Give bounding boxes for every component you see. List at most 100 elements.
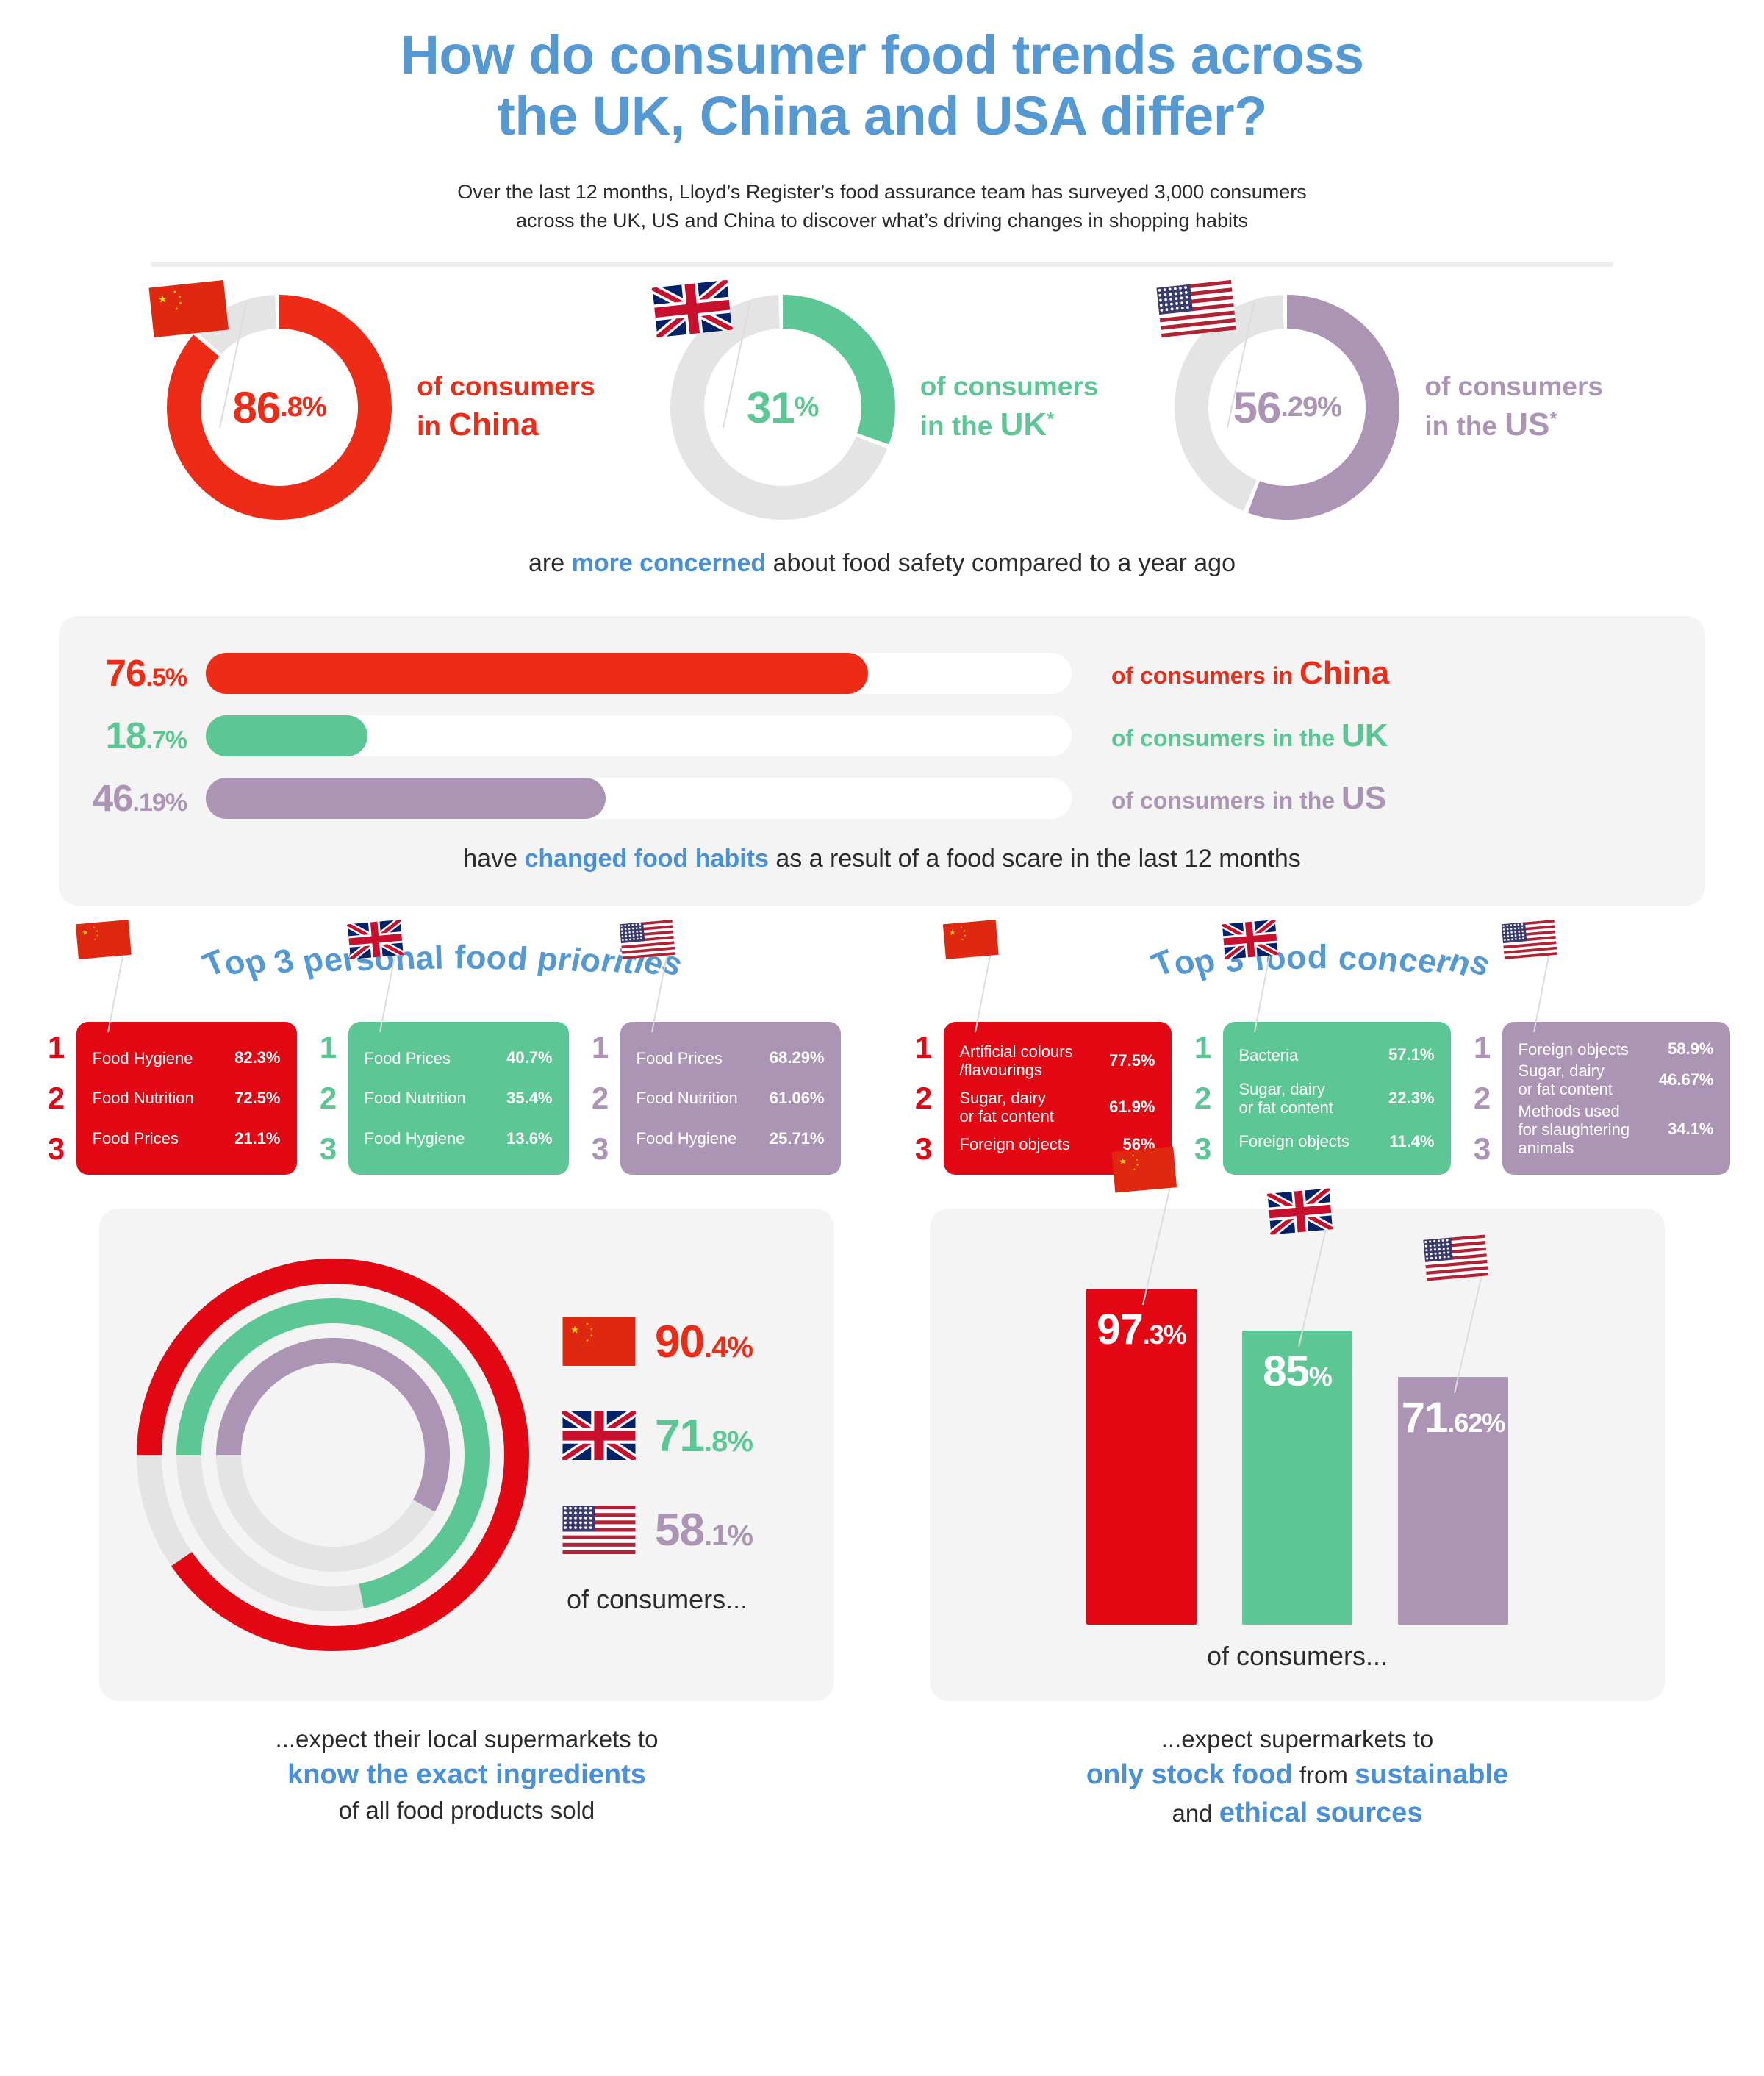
concern-caption-post: about food safety compared to a year ago <box>766 549 1236 578</box>
habits-panel-caption: have changed food habits as a result of … <box>59 845 1705 873</box>
donut-label: of consumers in the US* <box>1424 369 1603 445</box>
country-card: Food Prices 40.7% Food Nutrition 35.4% F… <box>348 1022 569 1175</box>
arch-title-char: a <box>414 938 436 978</box>
sourcing-section: 97.3% 85% 71.62% of consumers... <box>930 1146 1665 1832</box>
country-card-uk: 1 2 3 Bacteria 57.1% Sugar, dairy or fat co… <box>1192 917 1451 1175</box>
donut-label-line-1: of consumers <box>417 371 595 402</box>
sourcing-panel: 97.3% 85% 71.62% of consumers... <box>930 1146 1665 1702</box>
habits-caption-bold: changed food habits <box>524 845 769 873</box>
sourcing-bar-us: 71.62% <box>1398 1234 1508 1625</box>
card-row: Food Nutrition 72.5% <box>93 1089 281 1108</box>
ring-value-dec: .8% <box>703 1425 753 1458</box>
card-row-value: 34.1% <box>1668 1120 1714 1139</box>
rank-number: 3 <box>914 1131 933 1167</box>
card-row-label: Food Prices <box>636 1048 723 1067</box>
card-row-label: Bacteria <box>1238 1045 1299 1064</box>
ingredients-caption-bold: know the exact ingredients <box>287 1758 646 1790</box>
card-row-value: 35.4% <box>506 1089 553 1108</box>
card-row-label: Food Hygiene <box>92 1048 193 1067</box>
rank-number: 1 <box>319 1029 337 1064</box>
card-row-value: 77.5% <box>1109 1051 1155 1070</box>
ingredients-panel: 90.4% 71.8% 58.1% of consumers... <box>99 1209 834 1702</box>
card-row: Food Nutrition 61.06% <box>637 1089 825 1108</box>
card-row-value: 57.1% <box>1388 1045 1435 1064</box>
card-row-value: 11.4% <box>1389 1131 1435 1150</box>
sourcing-caption-bold-2: sustainable <box>1355 1758 1509 1790</box>
card-row-value: 61.9% <box>1109 1098 1155 1117</box>
habit-bar-caption: of consumers in China <box>1111 654 1390 691</box>
ring-value-int: 90 <box>655 1316 705 1367</box>
card-row-label: Methods used for slaughtering animals <box>1518 1101 1630 1157</box>
uk-flag-icon <box>649 276 734 342</box>
card-row-label: Foreign objects <box>1238 1132 1349 1151</box>
sourcing-value-dec: % <box>1308 1361 1333 1392</box>
card-row: Foreign objects 58.9% <box>1519 1039 1714 1059</box>
rank-number: 3 <box>1473 1131 1491 1167</box>
card-row: Foreign objects 56% <box>960 1135 1155 1154</box>
rank-number: 3 <box>1194 1131 1212 1167</box>
country-card: Bacteria 57.1% Sugar, dairy or fat conten… <box>1222 1022 1451 1175</box>
card-row: Foreign objects 11.4% <box>1239 1132 1435 1151</box>
card-row-value: 68.29% <box>769 1048 825 1067</box>
card-row: Artificial colours/flavourings 77.5% <box>960 1042 1155 1079</box>
donut-label-line-2: in the US* <box>1424 406 1557 443</box>
card-row-label: Food Hygiene <box>636 1129 737 1148</box>
ring-legend-value: 58.1% <box>655 1504 753 1556</box>
country-card: Foreign objects 58.9% Sugar, dairy or fat… <box>1502 1022 1730 1175</box>
arch-title-char: f <box>453 938 466 976</box>
sourcing-value-int: 97 <box>1097 1306 1144 1354</box>
donut-value-int: 56 <box>1233 382 1282 432</box>
donut-value: 86.8% <box>161 289 398 526</box>
us-flag-icon <box>562 1506 636 1555</box>
habit-bar-value: 46.19% <box>59 776 206 820</box>
arch-title-char: o <box>465 938 487 977</box>
food-safety-concern-donuts: 86.8% of consumers in China 31% of <box>0 276 1764 526</box>
habit-bar-country: China <box>1299 654 1390 691</box>
ring-legend-value: 71.8% <box>655 1410 753 1462</box>
rank-column: 1 2 3 <box>589 1022 620 1175</box>
page-title-line-2: the UK, China and USA differ? <box>497 85 1267 146</box>
ring-legend-value: 90.4% <box>655 1316 753 1368</box>
habit-bar-track <box>206 715 1072 756</box>
rank-number: 3 <box>591 1131 609 1167</box>
donut-value-int: 31 <box>746 382 795 432</box>
donut-value-int: 86 <box>232 382 281 432</box>
card-row: Bacteria 57.1% <box>1239 1045 1435 1064</box>
concentric-ring-chart <box>137 1259 529 1652</box>
donut-us: 56.29% of consumers in the US* <box>1156 279 1603 526</box>
ingredients-caption: ...expect their local supermarkets to kn… <box>276 1723 659 1827</box>
card-row: Methods used for slaughtering animals 34.1… <box>1519 1102 1714 1157</box>
flag-pole <box>1142 1181 1172 1306</box>
card-row: Sugar, dairy or fat content 46.67% <box>1519 1062 1714 1098</box>
sourcing-caption-bold-1: only stock food <box>1086 1758 1293 1790</box>
arch-title-char: o <box>485 938 508 978</box>
habit-bar-caption: of consumers in the UK <box>1111 717 1388 754</box>
concern-caption-bold: more concerned <box>571 549 767 578</box>
sourcing-caption-bold-3: ethical sources <box>1219 1797 1423 1828</box>
donut-value-dec: .8% <box>280 391 326 423</box>
habit-bar-track <box>206 652 1072 694</box>
donut-value: 31% <box>664 289 901 526</box>
rank-column: 1 2 3 <box>318 1022 348 1175</box>
uk-flag-icon <box>345 917 405 963</box>
ring-value-dec: .1% <box>703 1519 753 1552</box>
habit-bar-fill <box>206 652 869 694</box>
ring-value-dec: .4% <box>703 1331 753 1364</box>
bottom-sections: 90.4% 71.8% 58.1% of consumers... ...exp… <box>0 1146 1764 1832</box>
sourcing-bar-fill: 71.62% <box>1398 1377 1508 1625</box>
card-row-value: 61.06% <box>769 1089 825 1108</box>
habit-bar-value: 18.7% <box>59 714 206 757</box>
rank-column: 1 2 3 <box>46 1022 76 1175</box>
sourcing-bar-fill: 97.3% <box>1086 1289 1197 1625</box>
ingredients-legend-foot: of consumers... <box>567 1584 748 1615</box>
flag-pole <box>1298 1223 1328 1347</box>
page-title: How do consumer food trends across the U… <box>0 24 1764 147</box>
habit-bar-row: 18.7% of consumers in the UK <box>59 714 1705 757</box>
arch-title-char: d <box>1307 938 1328 976</box>
china-flag-icon <box>1111 1146 1178 1196</box>
donut-chart-svg <box>670 295 895 520</box>
priorities-cards: 1 2 3 Food Hygiene 82.3% Food Nutrition 72… <box>44 917 842 1175</box>
sourcing-bar-fill: 85% <box>1242 1331 1352 1625</box>
country-card-china: 1 2 3 Food Hygiene 82.3% Food Nutrition 72… <box>46 919 297 1175</box>
sourcing-caption-mid: from <box>1292 1761 1355 1789</box>
